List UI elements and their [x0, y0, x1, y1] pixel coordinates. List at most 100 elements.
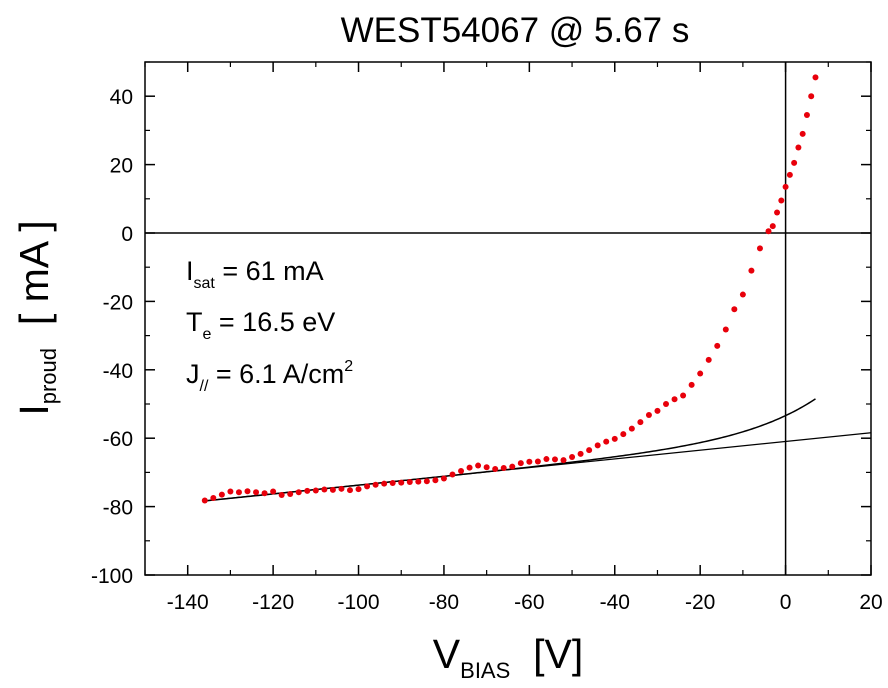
- data-point: [389, 480, 396, 487]
- data-point: [697, 370, 704, 377]
- y-axis-sub: proud: [36, 348, 61, 404]
- data-point: [628, 425, 635, 432]
- data-point: [364, 483, 371, 490]
- y-axis-unit: [ mA ]: [11, 220, 57, 325]
- y-tick-label: -80: [103, 497, 133, 520]
- data-point: [769, 223, 776, 230]
- y-tick-label: -60: [103, 428, 133, 451]
- data-point: [799, 130, 806, 137]
- x-tick-label: -140: [167, 591, 209, 614]
- data-point: [620, 431, 627, 438]
- data-point: [603, 438, 610, 445]
- data-point: [466, 464, 473, 471]
- data-point: [483, 464, 490, 471]
- data-point: [543, 456, 550, 463]
- data-point: [786, 171, 793, 178]
- x-axis-unit: [V]: [533, 631, 583, 677]
- data-point: [526, 458, 533, 465]
- data-point: [722, 326, 729, 333]
- data-point: [210, 495, 217, 502]
- data-point: [778, 197, 785, 204]
- data-point: [534, 458, 541, 465]
- data-point: [594, 442, 601, 449]
- x-tick-label: 0: [780, 591, 792, 614]
- data-point: [321, 486, 328, 493]
- data-point: [774, 209, 781, 216]
- y-tick-label: 40: [110, 86, 133, 109]
- data-point: [654, 407, 661, 414]
- y-axis-title: Iproud [ mA ]: [11, 220, 61, 415]
- data-point: [680, 392, 687, 399]
- data-point: [551, 456, 558, 463]
- x-tick-label: -120: [252, 591, 294, 614]
- data-point: [560, 457, 567, 464]
- data-point: [731, 306, 738, 313]
- data-point: [346, 487, 353, 494]
- annotation-j-parallel: J// = 6.1 A/cm2: [186, 358, 353, 395]
- data-point: [432, 477, 439, 484]
- data-point: [278, 491, 285, 498]
- data-point: [645, 411, 652, 418]
- data-point: [261, 490, 268, 497]
- tick-labels-layer: -140 -120 -100 -80 -60 -40 -20 0 20 -100 -80 -60 -40…: [91, 86, 883, 614]
- data-point: [671, 396, 678, 403]
- data-points-layer: [201, 74, 819, 504]
- data-point: [748, 267, 755, 274]
- data-point: [705, 356, 712, 363]
- data-point: [415, 478, 422, 485]
- data-point: [449, 471, 456, 478]
- data-point: [509, 463, 516, 470]
- data-point: [795, 144, 802, 151]
- plot-frame: [144, 61, 872, 576]
- data-point: [227, 488, 234, 495]
- x-tick-label: -20: [685, 591, 715, 614]
- data-point: [586, 447, 593, 454]
- data-point: [663, 401, 670, 407]
- data-point: [304, 487, 311, 494]
- data-point: [244, 488, 251, 495]
- fit-layer: [204, 398, 872, 502]
- data-point: [381, 480, 388, 487]
- data-point: [372, 481, 379, 488]
- data-point: [475, 462, 482, 469]
- data-point: [458, 468, 465, 475]
- data-point: [688, 381, 695, 388]
- reference-lines-layer: [145, 62, 871, 575]
- y-tick-label: 0: [121, 223, 133, 246]
- data-point: [218, 491, 225, 498]
- x-tick-label: -60: [514, 591, 544, 614]
- ticks-layer: [144, 61, 872, 576]
- data-point: [808, 93, 815, 100]
- data-point: [791, 159, 798, 166]
- y-tick-label: -20: [103, 291, 133, 314]
- x-tick-label: 20: [859, 591, 882, 614]
- data-point: [782, 183, 789, 190]
- data-point: [235, 489, 242, 496]
- x-axis-main: V: [433, 631, 461, 677]
- data-point: [739, 291, 746, 298]
- data-point: [765, 228, 772, 235]
- data-point: [577, 450, 584, 457]
- fit-curve: [204, 398, 816, 502]
- y-tick-label: -100: [91, 565, 133, 588]
- data-point: [270, 488, 277, 495]
- data-point: [338, 485, 345, 492]
- data-point: [500, 464, 507, 471]
- data-point: [355, 486, 362, 493]
- x-axis-sub: BIAS: [460, 658, 510, 683]
- x-tick-label: -80: [429, 591, 459, 614]
- chart-title: WEST54067 @ 5.67 s: [341, 11, 690, 50]
- data-point: [756, 245, 763, 252]
- data-point: [569, 454, 576, 461]
- data-point: [295, 489, 302, 496]
- y-tick-label: -40: [103, 360, 133, 383]
- data-point: [253, 489, 260, 496]
- data-point: [611, 435, 618, 442]
- data-point: [517, 460, 524, 467]
- data-point: [440, 475, 447, 482]
- annotation-te: Te = 16.5 eV: [186, 307, 335, 343]
- x-tick-label: -40: [600, 591, 630, 614]
- data-point: [423, 478, 430, 485]
- data-point: [637, 419, 644, 426]
